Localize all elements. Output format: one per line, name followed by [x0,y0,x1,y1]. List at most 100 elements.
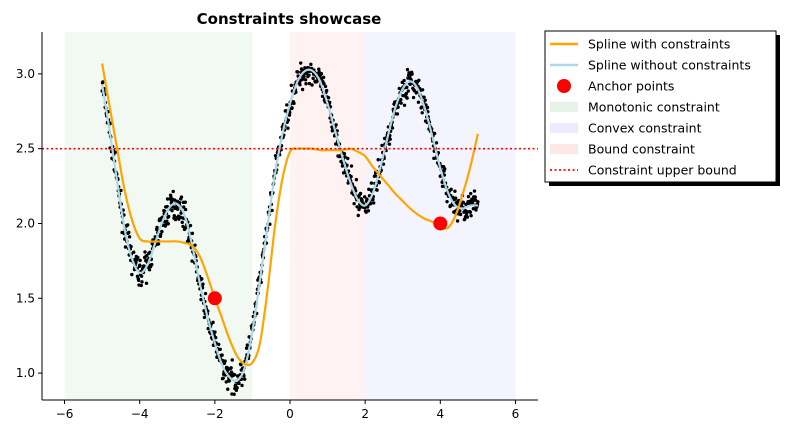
data-point [355,205,359,209]
data-point [358,191,363,196]
data-point [172,213,177,218]
data-point [405,85,409,90]
legend-frame [544,30,777,183]
legend: Spline with constraints Spline without co… [544,30,780,186]
data-point [299,61,303,65]
plot-area [42,32,538,400]
spline-lines [101,63,479,383]
data-point [404,91,409,96]
data-point [147,268,152,272]
data-point [183,207,188,212]
data-point [127,230,131,235]
y-tick-label: 2.0 [16,216,35,230]
legend-convex-constraint: Convex constraint [550,121,702,136]
data-point [202,315,207,320]
data-point [201,282,205,286]
data-point [300,87,305,92]
y-tick-label: 3.0 [16,67,35,81]
legend-constraint-upper-bound: Constraint upper bound [550,163,737,178]
data-point [138,258,142,263]
data-point [402,78,406,83]
data-point [449,187,453,192]
data-point [242,374,246,378]
data-point [270,208,274,213]
data-point [134,260,138,265]
data-point [170,208,174,213]
anchor-point [433,216,448,231]
legend-spline-without-constraints: Spline without constraints [550,58,751,73]
data-point [145,254,149,258]
data-point [143,250,147,254]
data-point [376,157,380,162]
constraint-regions [64,32,516,400]
data-point [159,232,163,236]
chart-title: Constraints showcase [197,10,382,28]
data-point [354,177,359,182]
data-point [130,272,134,277]
data-point [368,202,373,206]
data-point [226,387,230,391]
data-point [365,197,369,201]
x-tick-label: −2 [206,407,224,421]
data-point [324,88,329,93]
data-point [119,188,123,193]
data-point [232,392,236,396]
data-point [188,223,193,228]
data-point [183,200,187,204]
data-point [317,67,321,71]
data-point [176,207,180,212]
data-point [190,231,195,236]
legend-label: Monotonic constraint [588,100,720,115]
legend-label: Convex constraint [588,121,702,136]
data-point [296,70,300,74]
data-point [468,210,473,214]
data-point [371,201,376,205]
data-point [232,372,237,377]
data-point [334,123,338,127]
data-point [362,195,367,199]
y-tick-label: 1.5 [16,291,35,305]
data-point [139,274,144,278]
x-ticks: −6 −4 −2 0 2 4 6 [56,400,519,421]
data-point [303,78,308,82]
data-point [455,219,460,223]
data-point [156,242,161,246]
data-point [411,95,416,100]
y-tick-label: 1.0 [16,366,35,380]
anchor-point [207,291,222,306]
data-point [126,223,130,227]
legend-label: Constraint upper bound [588,163,737,178]
data-point [138,263,142,267]
data-point [181,224,185,229]
data-point [139,283,143,288]
data-point [473,195,477,199]
data-point [375,188,379,192]
data-point [304,82,308,86]
data-point [406,89,410,93]
y-ticks: 1.0 1.5 2.0 2.5 3.0 [16,67,42,380]
data-point [173,198,177,202]
data-point [443,167,447,171]
data-point [190,259,194,263]
data-point [160,229,164,234]
data-point [132,250,136,254]
data-point [127,235,132,239]
data-point [235,374,240,378]
data-point [235,386,239,390]
data-point [171,189,175,194]
data-point [410,72,414,76]
data-point [390,126,395,130]
data-point [396,105,400,109]
data-point [399,97,403,102]
data-point [307,73,311,77]
data-point [395,112,400,116]
data-point [221,376,225,380]
data-point [469,213,473,218]
data-point [287,113,292,117]
data-point [167,214,171,219]
data-point [342,152,347,156]
anchor-points [207,216,448,306]
data-point [432,131,437,136]
data-point [101,80,105,84]
data-point [458,209,462,213]
